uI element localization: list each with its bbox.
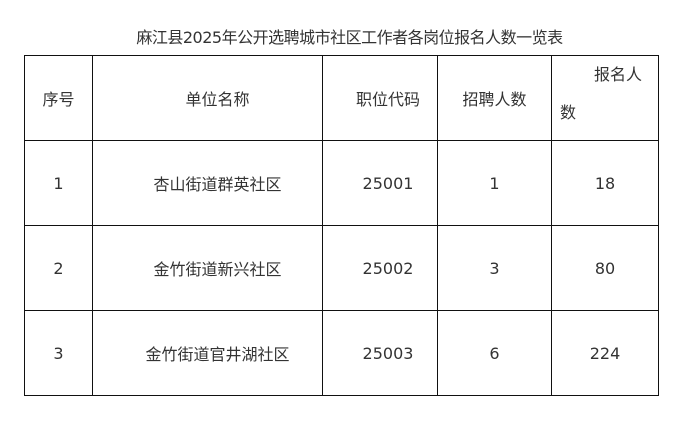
cell-hires: 3 bbox=[437, 225, 552, 311]
cell-applicants: 80 bbox=[551, 225, 659, 311]
cell-index: 1 bbox=[24, 140, 93, 226]
table-row: 2 金竹街道新兴社区 25002 3 80 bbox=[24, 225, 659, 311]
header-cell: 单位名称 bbox=[92, 55, 323, 141]
cell-unit: 金竹街道新兴社区 bbox=[92, 225, 323, 311]
cell-hires: 6 bbox=[437, 310, 552, 396]
header-cell: 序号 bbox=[24, 55, 93, 141]
header-cell-text: 报名人数 bbox=[560, 65, 643, 122]
table-row: 1 杏山街道群英社区 25001 1 18 bbox=[24, 140, 659, 226]
cell-hires: 1 bbox=[437, 140, 552, 226]
applicants-table: 序号 单位名称 职位代码 招聘人数 报名人数 1 杏山街道群英社区 25001 … bbox=[24, 55, 659, 396]
cell-index: 2 bbox=[24, 225, 93, 311]
cell-applicants: 18 bbox=[551, 140, 659, 226]
cell-index: 3 bbox=[24, 310, 93, 396]
cell-code: 25002 bbox=[322, 225, 438, 311]
table-row: 3 金竹街道官井湖社区 25003 6 224 bbox=[24, 310, 659, 396]
cell-unit: 金竹街道官井湖社区 bbox=[92, 310, 323, 396]
header-cell: 职位代码 bbox=[322, 55, 438, 141]
header-cell: 招聘人数 bbox=[437, 55, 552, 141]
cell-code: 25003 bbox=[322, 310, 438, 396]
cell-code: 25001 bbox=[322, 140, 438, 226]
cell-unit: 杏山街道群英社区 bbox=[92, 140, 323, 226]
header-row: 序号 单位名称 职位代码 招聘人数 报名人数 bbox=[24, 55, 659, 141]
table-title: 麻江县2025年公开选聘城市社区工作者各岗位报名人数一览表 bbox=[136, 28, 563, 47]
header-cell: 报名人数 bbox=[551, 55, 659, 141]
cell-applicants: 224 bbox=[551, 310, 659, 396]
